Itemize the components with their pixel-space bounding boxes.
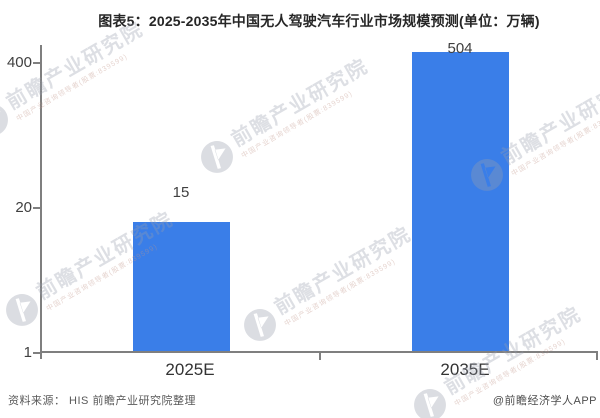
category-label: 2035E	[440, 360, 490, 379]
y-tick-label: 400	[6, 54, 32, 71]
x-axis-tick	[319, 352, 321, 360]
y-tick-mark	[33, 207, 41, 209]
value-label: 15	[172, 184, 190, 201]
y-tick-mark	[33, 352, 41, 354]
source-note: 资料来源： HIS 前瞻产业研究院整理	[8, 395, 196, 407]
y-tick-label: 20	[15, 199, 32, 216]
bar-2025E	[132, 222, 230, 351]
bar-2035E	[411, 52, 509, 351]
y-axis-line	[40, 45, 42, 359]
category-label: 2025E	[165, 360, 215, 379]
value-label: 504	[447, 40, 473, 57]
x-axis-tick	[596, 352, 598, 360]
credit-note: @前瞻经济学人APP	[492, 395, 597, 407]
chart-title: 图表5：2025-2035年中国无人驾驶汽车行业市场规模预测(单位：万辆)	[98, 13, 540, 29]
y-tick-mark	[33, 62, 41, 64]
y-tick-label: 1	[23, 344, 32, 361]
